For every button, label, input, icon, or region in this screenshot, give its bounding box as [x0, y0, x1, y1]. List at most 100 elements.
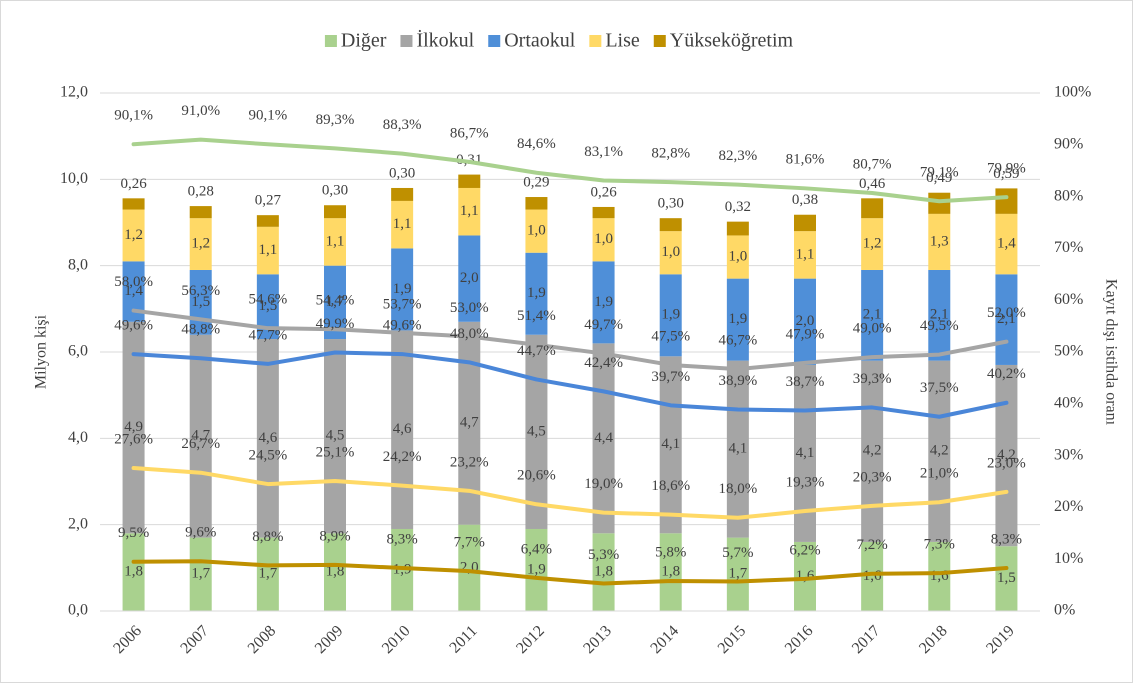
bar-value-label: 0,38 [792, 192, 818, 208]
bar-segment [122, 533, 145, 611]
line-value-label: 37,5% [920, 380, 959, 396]
bar-segment [928, 213, 951, 270]
bar-value-label: 4,1 [661, 436, 680, 452]
bar-segment [458, 524, 481, 611]
bar-value-label: 1,5 [997, 570, 1016, 586]
y2-tick-label: 10% [1054, 550, 1083, 567]
bar-segment [659, 356, 682, 534]
bar-value-label: 4,7 [460, 415, 479, 431]
bar-value-label: 2,0 [796, 313, 815, 329]
bar-value-label: 4,5 [527, 423, 546, 439]
legend-label: Diğer [341, 30, 387, 52]
line-value-label: 53,7% [383, 296, 422, 312]
bar-segment [525, 334, 548, 529]
bar-segment [726, 537, 749, 611]
bar-value-label: 4,6 [258, 430, 277, 446]
bar-value-label: 1,8 [594, 564, 613, 580]
line [131, 308, 1009, 372]
bar-value-label: 1,0 [728, 248, 747, 264]
line-value-label: 44,7% [517, 343, 556, 359]
bar-value-label: 1,8 [661, 564, 680, 580]
line-value-label: 20,6% [517, 468, 556, 484]
bar-segment [122, 209, 145, 262]
bar-segment [189, 334, 212, 538]
y-tick-label: 6,0 [68, 343, 88, 360]
y2-tick-label: 70% [1054, 239, 1083, 256]
bar-value-label: 1,1 [460, 203, 479, 219]
bar-value-label: 0,29 [523, 174, 549, 190]
bar-value-label: 1,1 [796, 246, 815, 262]
line-value-label: 19,0% [584, 476, 623, 492]
bar-segment [995, 364, 1018, 547]
bar-value-label: 1,7 [326, 294, 345, 310]
line-value-label: 51,4% [517, 308, 556, 324]
y2-tick-label: 50% [1054, 343, 1083, 360]
bar-segment [659, 274, 682, 357]
line-value-label: 83,1% [584, 144, 623, 160]
bar-segment [726, 221, 749, 236]
line-value-label: 40,2% [987, 366, 1026, 382]
line-value-label: 26,7% [181, 436, 220, 452]
y-tick-label: 8,0 [68, 256, 88, 273]
bar-value-label: 4,9 [124, 419, 143, 435]
line-value-label: 79,9% [987, 161, 1026, 177]
line-value-label: 18,6% [651, 478, 690, 494]
bar-segment [324, 205, 346, 219]
line-value-label: 86,7% [450, 125, 489, 141]
bar-value-label: 0,32 [725, 199, 751, 215]
bar-segment [794, 231, 816, 279]
legend-label: Lise [605, 30, 640, 52]
y2-tick-label: 40% [1054, 394, 1083, 411]
line-value-label: 49,6% [114, 318, 153, 334]
bar-value-label: 1,4 [124, 283, 143, 299]
bar-segment [659, 218, 682, 232]
bar-value-label: 1,6 [930, 568, 949, 584]
bar-value-label: 0,27 [255, 193, 282, 209]
legend-swatch [653, 35, 666, 47]
line-value-label: 18,0% [718, 481, 757, 497]
bar-segment [458, 174, 481, 188]
bar-value-label: 2,0 [460, 270, 479, 286]
line-value-label: 49,9% [316, 316, 355, 332]
legend-swatch [589, 35, 602, 47]
line-value-label: 49,0% [853, 321, 892, 337]
bar-value-label: 1,7 [258, 566, 277, 582]
line-value-label: 89,3% [316, 112, 355, 128]
line-value-label: 8,3% [387, 531, 418, 547]
line-value-label: 6,4% [521, 541, 552, 557]
bar-segment [391, 330, 414, 529]
bar-value-label: 1,7 [191, 566, 210, 582]
line-value-label: 47,5% [651, 328, 690, 344]
bar-value-label: 1,2 [124, 227, 143, 243]
line-value-label: 47,7% [248, 327, 287, 343]
bar-segment [861, 269, 884, 361]
bar-value-label: 1,9 [661, 307, 680, 323]
line-value-label: 91,0% [181, 103, 220, 119]
line-value-label: 49,6% [383, 318, 422, 334]
line-value-label: 5,3% [588, 547, 619, 563]
line-value-label: 23,0% [987, 455, 1026, 471]
bar-value-label: 0,30 [322, 183, 348, 199]
bar-segment [861, 541, 884, 611]
line-value-label: 21,0% [920, 466, 959, 482]
line-value-label: 48,0% [450, 326, 489, 342]
line [131, 350, 1009, 419]
line-value-label: 53,0% [450, 300, 489, 316]
y2-tick-label: 0% [1054, 602, 1075, 619]
line-value-label: 58,0% [114, 274, 153, 290]
bar-value-label: 4,2 [930, 443, 949, 459]
bar-value-label: 0,49 [926, 170, 952, 186]
y-tick-label: 10,0 [60, 170, 88, 187]
line-value-label: 8,9% [319, 528, 350, 544]
line-value-label: 46,7% [718, 333, 757, 349]
bar-value-label: 1,2 [863, 236, 882, 252]
line-value-label: 5,8% [655, 544, 686, 560]
bar-segment [189, 218, 212, 270]
bar-segment [928, 541, 951, 611]
bar-value-label: 0,59 [993, 166, 1019, 182]
line-value-label: 79,1% [920, 165, 959, 181]
line-value-label: 7,7% [454, 535, 485, 551]
bar-segment [525, 252, 548, 335]
bar-segment [995, 213, 1018, 275]
bar-value-label: 1,7 [728, 566, 747, 582]
